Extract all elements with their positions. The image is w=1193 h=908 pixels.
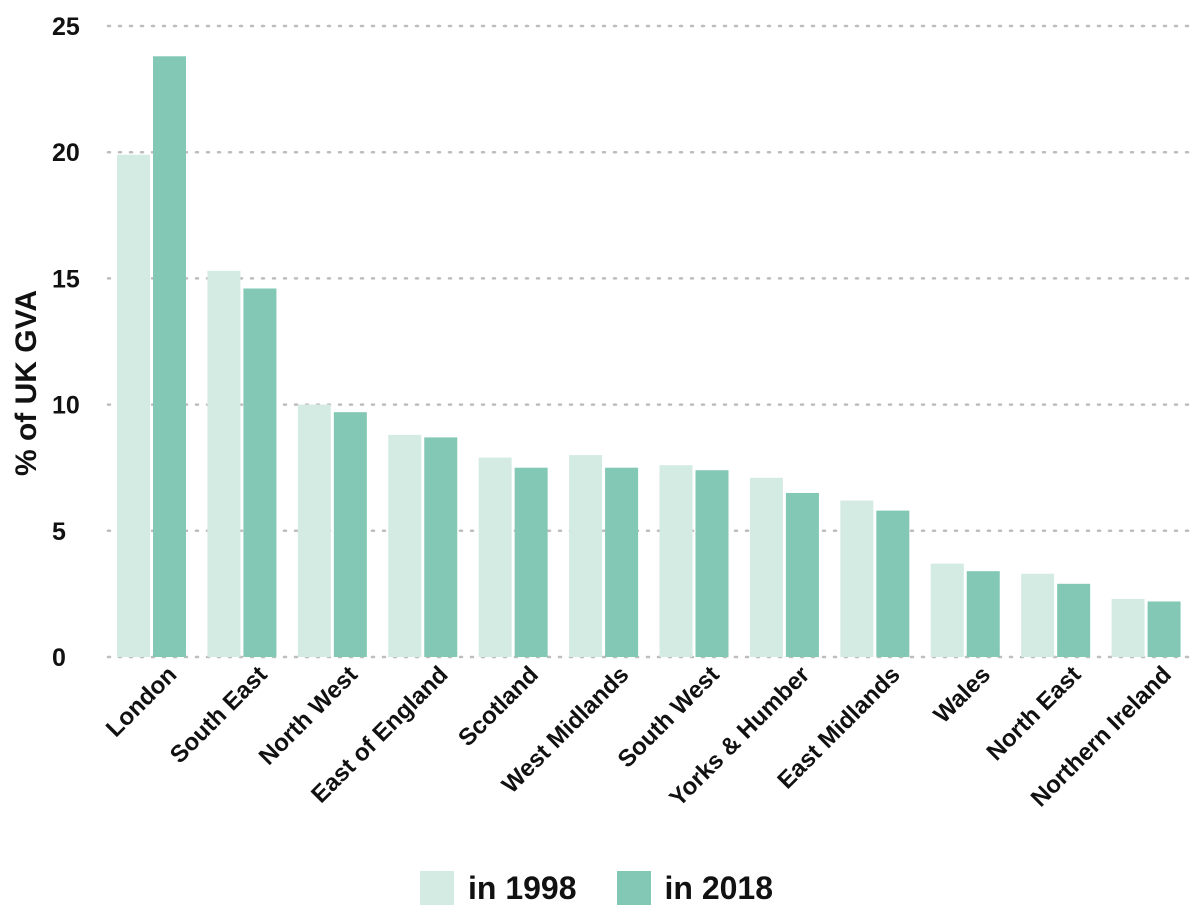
x-tick-label-scotland: Scotland xyxy=(453,661,544,752)
x-tick-label-wales: Wales xyxy=(928,661,996,729)
bar-south-west-1998 xyxy=(659,465,693,657)
legend-item-1998: in 1998 xyxy=(419,869,577,907)
bar-west-midlands-2018 xyxy=(605,467,639,657)
bar-wales-2018 xyxy=(966,571,1000,657)
bar-north-west-1998 xyxy=(297,404,331,657)
bar-northern-ireland-1998 xyxy=(1111,598,1145,657)
bar-west-midlands-1998 xyxy=(569,455,603,657)
bar-east-midlands-2018 xyxy=(876,510,910,657)
y-tick-label-15: 15 xyxy=(52,265,80,293)
bar-south-east-2018 xyxy=(243,288,277,657)
bar-north-east-2018 xyxy=(1057,583,1091,657)
legend-label-1998: in 1998 xyxy=(467,869,577,906)
y-tick-label-5: 5 xyxy=(52,518,66,546)
bar-northern-ireland-2018 xyxy=(1147,601,1181,657)
bar-east-of-england-2018 xyxy=(424,437,458,657)
y-tick-label-0: 0 xyxy=(52,644,66,672)
x-tick-label-london: London xyxy=(101,661,182,742)
y-axis-title: % of UK GVA xyxy=(10,290,43,476)
bar-north-east-1998 xyxy=(1021,573,1055,657)
bars xyxy=(117,56,1181,657)
legend-swatch-2018 xyxy=(616,871,651,905)
bar-north-west-2018 xyxy=(333,412,367,657)
legend: in 1998 in 2018 xyxy=(0,868,1193,908)
gridlines xyxy=(106,24,1193,659)
bar-scotland-2018 xyxy=(514,467,548,657)
legend-swatch-1998 xyxy=(419,871,454,905)
bar-east-of-england-1998 xyxy=(388,434,422,657)
bar-london-1998 xyxy=(117,154,150,657)
legend-item-2018: in 2018 xyxy=(616,869,774,907)
legend-label-2018: in 2018 xyxy=(664,869,774,906)
bar-wales-1998 xyxy=(930,563,964,657)
y-tick-label-10: 10 xyxy=(52,392,80,420)
bar-yorks-humber-2018 xyxy=(785,492,819,657)
bar-east-midlands-1998 xyxy=(840,500,874,657)
bar-south-east-1998 xyxy=(207,270,241,657)
bar-scotland-1998 xyxy=(478,457,512,657)
bar-south-west-2018 xyxy=(695,470,729,657)
bar-yorks-humber-1998 xyxy=(749,477,783,657)
y-axis-ticks: 0 5 10 15 20 25 xyxy=(52,13,80,672)
y-tick-label-20: 20 xyxy=(52,139,80,167)
y-tick-label-25: 25 xyxy=(52,13,80,41)
bar-london-2018 xyxy=(153,56,186,657)
